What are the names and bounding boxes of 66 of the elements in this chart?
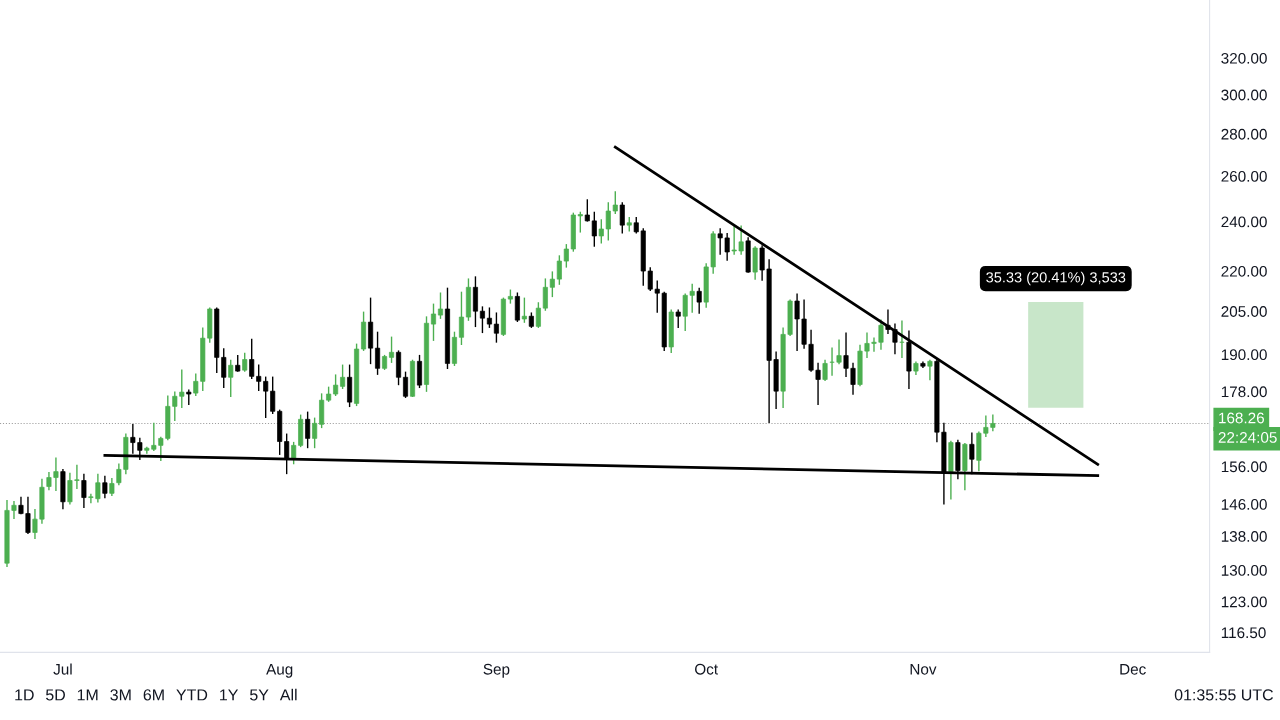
text: 5Y [250,689,269,701]
candlestick [892,323,898,355]
x-tick-label: Jul [53,663,72,675]
text: 1M [77,689,98,701]
candlestick [81,473,87,508]
candlestick [458,291,464,346]
y-tick-label: 300.00 [1221,89,1267,101]
y-tick-label: 260.00 [1221,170,1267,182]
candlestick [389,336,395,363]
candlestick [493,312,499,343]
candlestick [340,364,346,389]
candlestick [521,297,527,323]
candlestick [312,417,318,449]
candlestick [479,306,485,334]
candlestick [305,411,311,449]
text: 6M [143,689,164,701]
candlestick [514,292,520,322]
candlestick [102,475,108,499]
candlestick [403,371,409,398]
text: 01:35:55 UTC [1174,689,1273,701]
x-tick-label: Dec [1120,663,1146,675]
x-tick-label: Aug [266,663,293,678]
candlestick [563,244,569,268]
candlestick [542,278,548,311]
x-tick-label: Oct [695,663,718,675]
candlestick [417,354,423,389]
candlestick [577,211,583,233]
candlestick [472,276,478,328]
candlestick [437,292,444,319]
candlestick [822,359,828,382]
candlestick [375,331,381,375]
ref-line-label: 168.26 [1219,412,1264,424]
candlestick [619,202,625,234]
candlestick [486,307,492,328]
y-tick-label: 156.00 [1221,461,1267,473]
candlestick [430,303,437,341]
candlestick [549,271,555,298]
candlestick [696,287,702,314]
y-tick-label: 240.00 [1221,216,1267,228]
y-tick-label: 116.50 [1221,627,1266,639]
y-tick-label: 146.00 [1221,499,1267,510]
y-tick-label: 138.00 [1221,531,1267,542]
x-tick-label: Nov [910,663,937,675]
y-tick-label: 205.00 [1221,306,1267,317]
annotation: 35.33 (20.41%) 3,533 [986,271,1126,286]
candlestick [927,359,933,381]
candlestick [556,255,562,285]
candlestick [228,359,234,397]
y-tick-label: 190.00 [1221,349,1267,361]
text: All [279,688,297,701]
x-tick-label: Sep [483,663,510,678]
text: 1Y [220,689,239,701]
text: 3M [110,689,131,701]
candlestick [836,339,842,365]
y-tick-label: 280.00 [1221,128,1267,140]
text: 1D [15,689,34,701]
y-tick-label: 123.00 [1221,596,1267,608]
text: 22:24:05 [1218,432,1277,443]
candlestick [333,374,339,397]
text: YTD [176,689,208,701]
y-tick-label: 130.00 [1221,565,1267,576]
candlestick [535,302,541,328]
y-tick-label: 220.00 [1221,265,1267,277]
y-tick-label: 178.00 [1221,386,1267,398]
y-tick-label: 320.00 [1221,52,1267,64]
text: 5D [45,689,65,701]
